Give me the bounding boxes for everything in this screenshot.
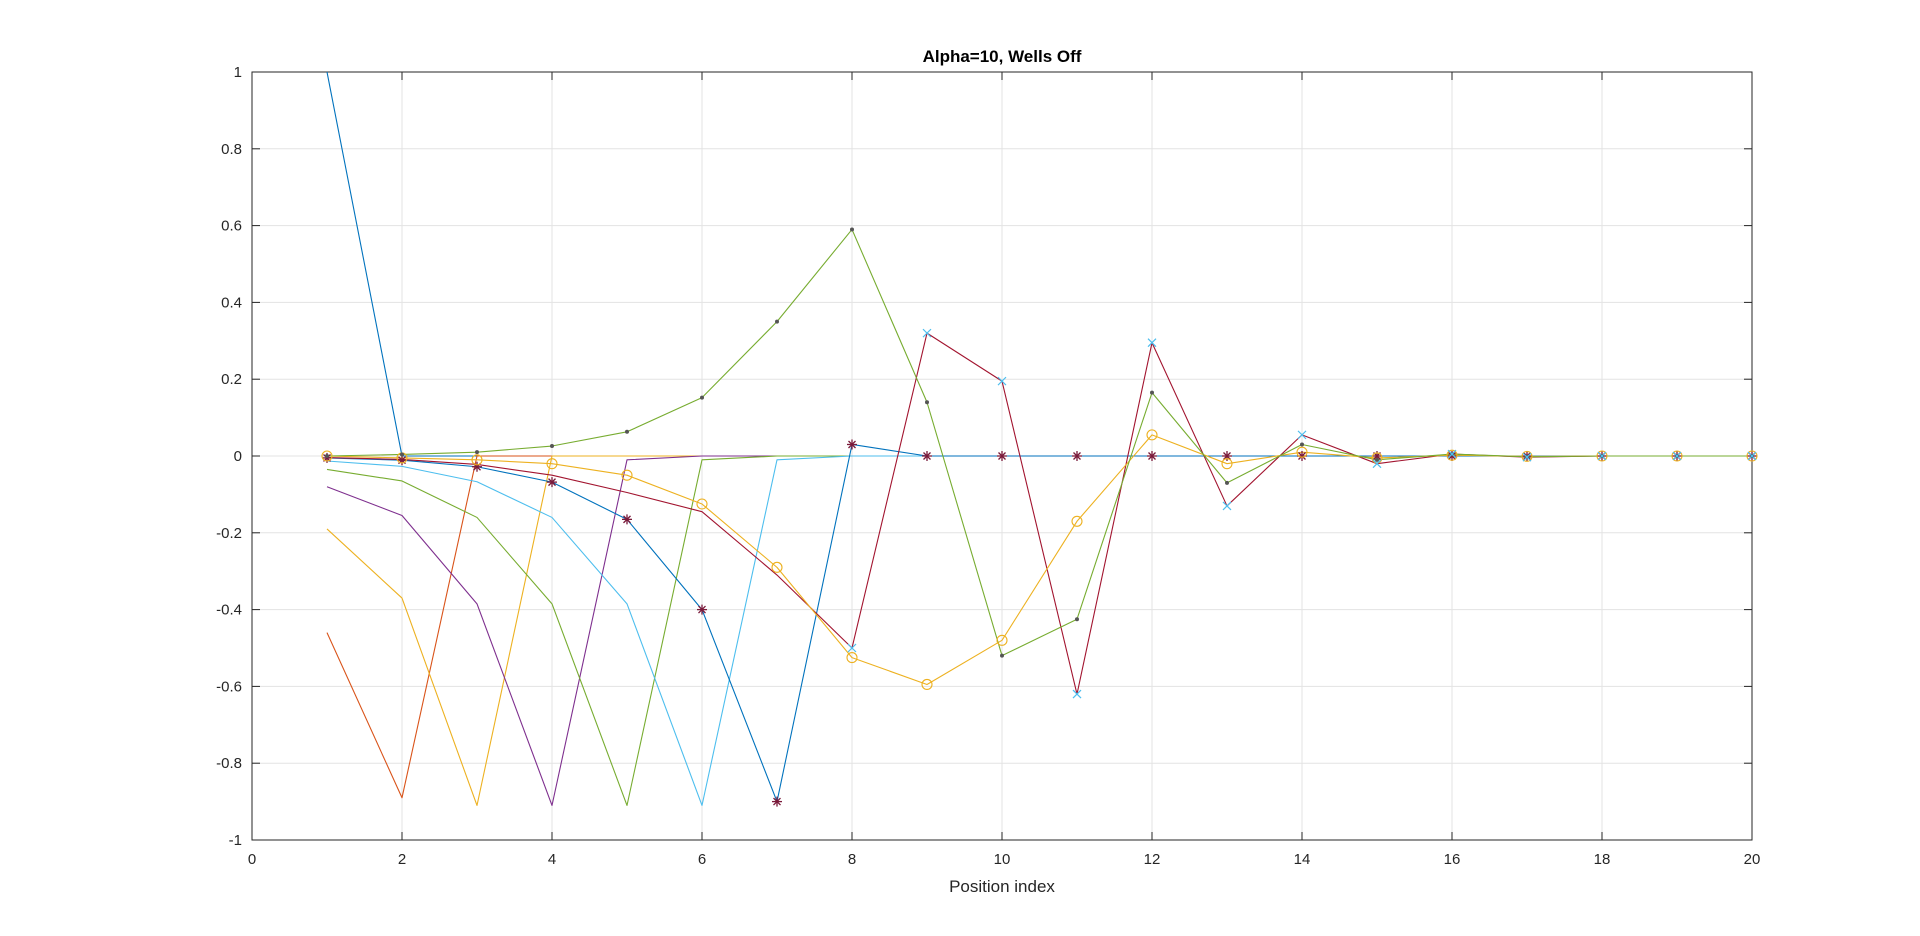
y-tick-label: -0.8 [216, 755, 242, 772]
series-2-line [326, 455, 1752, 806]
series-8-point-7 [846, 652, 858, 664]
series-7-point-18 [1672, 451, 1682, 461]
series-6-line [326, 443, 1752, 803]
series-6-point-3 [547, 477, 557, 488]
series-9-point-8 [925, 400, 929, 405]
y-tick-label: 0.8 [221, 141, 242, 158]
series-8-point-5 [696, 498, 708, 510]
series-7-point-7 [847, 643, 857, 653]
x-tick-label: 10 [994, 851, 1011, 868]
series-6-point-11 [1147, 451, 1157, 461]
series-6-point-1 [397, 455, 407, 466]
series-7-point-8 [922, 328, 932, 338]
series-7-point-12 [1222, 501, 1232, 511]
series-8-point-9 [996, 634, 1008, 646]
series-9-point-0 [325, 454, 329, 458]
series-8-point-18 [1671, 450, 1683, 462]
y-tick-label: 0 [234, 448, 242, 465]
series-8-point-17 [1596, 450, 1608, 462]
series-9-point-14 [1375, 457, 1379, 462]
series-6-point-4 [622, 514, 632, 525]
tick-layer: 0 2 4 6 8 10 12 14 16 18 20 -1 -0.8 -0.6 -0.4 -0.2 0 0.2 0… [216, 64, 1760, 868]
x-axis-label: Position index [949, 877, 1055, 896]
series-8-point-2 [471, 454, 483, 466]
y-tick-label: -0.4 [216, 602, 242, 619]
series-8-point-4 [621, 469, 633, 481]
series-6-point-6 [772, 796, 782, 807]
series-0-line [326, 71, 1752, 457]
series-8-point-16 [1521, 450, 1533, 462]
series-9-point-12 [1225, 480, 1229, 485]
series-8-point-3 [546, 458, 558, 470]
series-6-point-7 [847, 439, 857, 450]
series-7-line [326, 332, 1752, 695]
series-7-point-17 [1597, 451, 1607, 461]
x-tick-label: 6 [698, 851, 706, 868]
series-6-point-8 [922, 451, 932, 461]
series-9-point-10 [1075, 617, 1079, 622]
series-8-point-0 [321, 450, 333, 462]
series-9-point-6 [775, 319, 779, 324]
series-9-point-2 [475, 450, 479, 455]
series-9-point-4 [625, 429, 629, 434]
series-6-point-5 [697, 604, 707, 615]
x-tick-label: 16 [1444, 851, 1461, 868]
series-9-point-9 [1000, 653, 1004, 658]
series-8-point-19 [1746, 450, 1758, 462]
series-7-point-10 [1072, 689, 1082, 699]
y-tick-label: 1 [234, 64, 242, 81]
x-tick-label: 12 [1144, 851, 1161, 868]
series-9-line [326, 228, 1752, 657]
series-8-point-15 [1446, 449, 1458, 461]
x-tick-label: 14 [1294, 851, 1311, 868]
series-7-point-11 [1147, 338, 1157, 348]
series-9-point-3 [550, 444, 554, 449]
chart-title: Alpha=10, Wells Off [923, 47, 1082, 66]
y-tick-label: 0.2 [221, 371, 242, 388]
x-tick-label: 18 [1594, 851, 1611, 868]
x-tick-label: 8 [848, 851, 856, 868]
series-9-point-13 [1300, 442, 1304, 447]
series-8-line [326, 434, 1752, 686]
x-tick-label: 4 [548, 851, 556, 868]
series-9-point-1 [400, 452, 404, 457]
series-7-point-9 [997, 376, 1007, 386]
series-8-point-12 [1221, 458, 1233, 470]
series-8-point-13 [1296, 446, 1308, 458]
series-7-point-19 [1747, 451, 1757, 461]
x-tick-label: 2 [398, 851, 406, 868]
series-layer [326, 71, 1752, 806]
series-7-point-13 [1297, 430, 1307, 440]
series-6-point-12 [1222, 451, 1232, 461]
series-9-point-7 [850, 227, 854, 232]
series-8-point-10 [1071, 515, 1083, 527]
y-tick-label: -0.6 [216, 678, 242, 695]
y-tick-label: -1 [229, 832, 242, 849]
y-tick-label: 0.4 [221, 294, 242, 311]
series-8-point-8 [921, 678, 933, 691]
series-7-point-15 [1447, 449, 1457, 459]
series-8-point-11 [1146, 429, 1158, 441]
series-7-point-16 [1522, 452, 1532, 462]
series-6-point-9 [997, 451, 1007, 461]
y-tick-label: -0.2 [216, 525, 242, 542]
series-9-point-11 [1150, 390, 1154, 395]
series-9-point-5 [700, 395, 704, 400]
series-7-point-14 [1372, 459, 1382, 469]
y-tick-label: 0.6 [221, 218, 242, 235]
marker-layer [321, 227, 1758, 807]
series-8-point-6 [771, 561, 783, 573]
x-tick-label: 0 [248, 851, 256, 868]
x-tick-label: 20 [1744, 851, 1761, 868]
series-6-point-10 [1072, 451, 1082, 461]
